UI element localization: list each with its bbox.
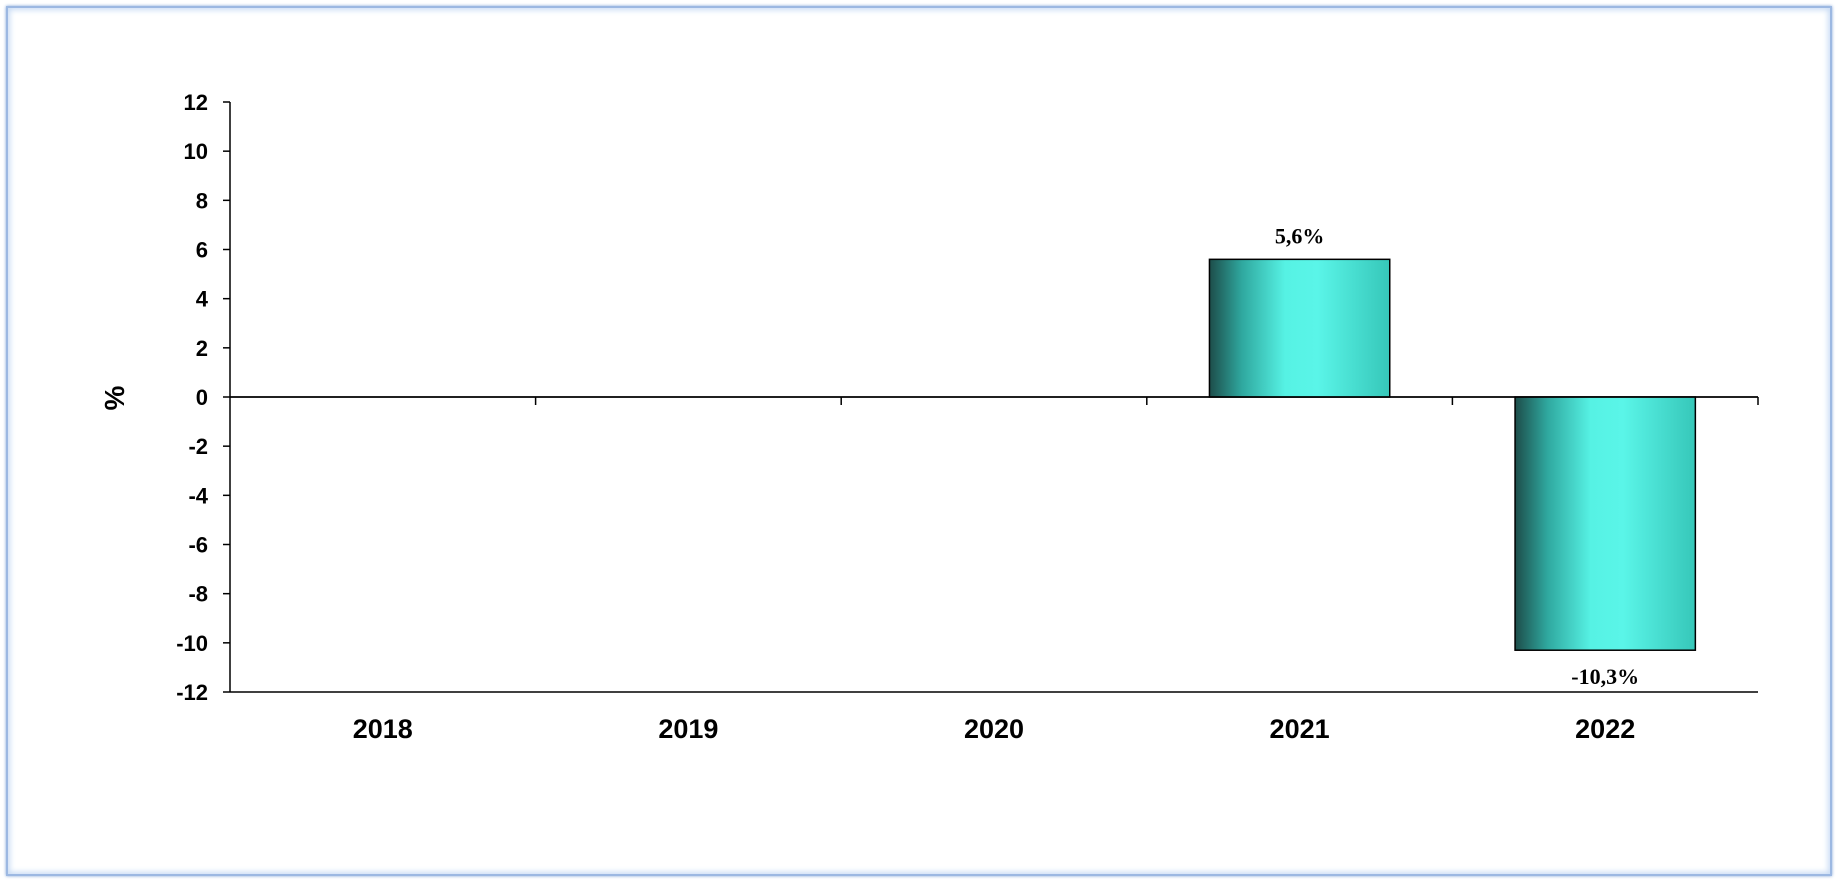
y-tick-label: -4 bbox=[188, 483, 208, 508]
labels-group: 2018 2019 2020 2021 2022 5,6% -10,3% bbox=[230, 223, 1758, 744]
y-tick-label: -12 bbox=[176, 680, 208, 705]
data-label: 5,6% bbox=[1275, 223, 1325, 248]
bar bbox=[1514, 396, 1697, 651]
y-tick-label: -2 bbox=[188, 434, 208, 459]
x-tick-label: 2019 bbox=[658, 714, 718, 744]
y-tick-label: -6 bbox=[188, 533, 208, 558]
x-tick-label: 2020 bbox=[964, 714, 1024, 744]
y-tick-label: 6 bbox=[196, 238, 208, 263]
y-tick-label: 4 bbox=[196, 287, 209, 312]
y-tick-label: -8 bbox=[188, 582, 208, 607]
y-tick-label: -10 bbox=[176, 631, 208, 656]
x-tick-label: 2018 bbox=[353, 714, 413, 744]
y-tick-label: 10 bbox=[184, 139, 208, 164]
x-tick-label: 2022 bbox=[1575, 714, 1635, 744]
bars-group bbox=[1208, 258, 1697, 651]
data-label: -10,3% bbox=[1571, 664, 1639, 689]
y-axis-label: % bbox=[99, 385, 130, 410]
axes-group: 12 10 8 6 4 2 0 -2 -4 -6 -8 -10 -12 bbox=[176, 90, 1759, 705]
bar bbox=[1208, 258, 1391, 398]
y-tick-label: 8 bbox=[196, 188, 208, 213]
y-tick-label: 2 bbox=[196, 336, 208, 361]
x-tick-label: 2021 bbox=[1270, 714, 1330, 744]
y-tick-label: 0 bbox=[196, 385, 208, 410]
y-tick-label: 12 bbox=[184, 90, 208, 115]
